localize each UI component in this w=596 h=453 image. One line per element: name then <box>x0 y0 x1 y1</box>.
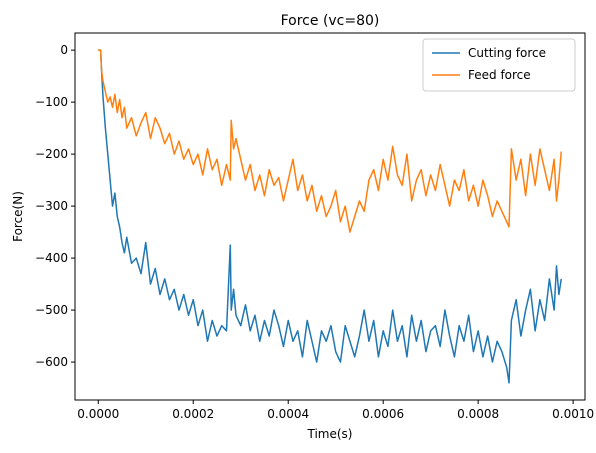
y-tick-label: −400 <box>35 251 68 265</box>
x-tick-label: 0.0000 <box>77 407 119 421</box>
x-axis-label: Time(s) <box>307 427 353 441</box>
y-axis-label: Force(N) <box>11 191 25 242</box>
y-tick-label: −300 <box>35 199 68 213</box>
x-tick-label: 0.0010 <box>552 407 594 421</box>
legend: Cutting force Feed force <box>423 39 575 91</box>
x-tick-label: 0.0004 <box>267 407 309 421</box>
chart-title: Force (vc=80) <box>281 13 380 29</box>
x-tick-label: 0.0006 <box>362 407 404 421</box>
legend-label: Feed force <box>468 68 531 82</box>
y-tick-label: −100 <box>35 95 68 109</box>
x-tick-label: 0.0002 <box>172 407 214 421</box>
y-tick-label: −600 <box>35 355 68 369</box>
y-tick-label: −500 <box>35 303 68 317</box>
legend-label: Cutting force <box>468 46 546 60</box>
y-tick-label: 0 <box>60 43 68 57</box>
y-tick-label: −200 <box>35 147 68 161</box>
x-tick-label: 0.0008 <box>457 407 499 421</box>
